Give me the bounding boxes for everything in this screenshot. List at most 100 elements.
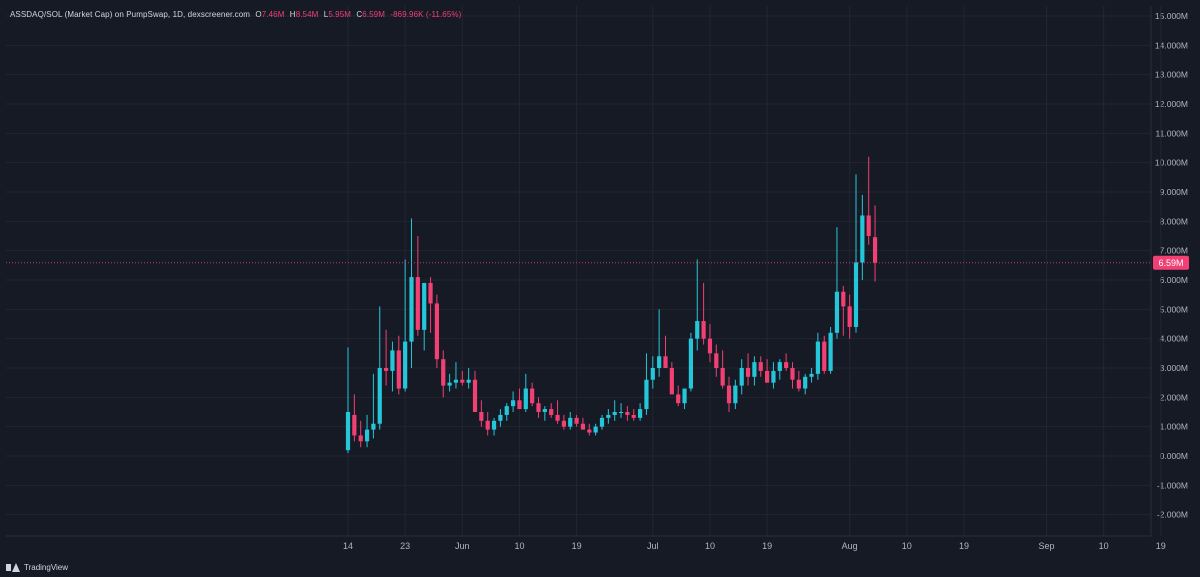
chart-legend: ASSDAQ/SOL (Market Cap) on PumpSwap, 1D,… <box>10 10 464 19</box>
candle-body-down <box>841 291 846 307</box>
x-tick-label: 10 <box>705 541 715 551</box>
candle-body-up <box>682 388 687 404</box>
change-value: -869.96K (-11.65%) <box>390 10 462 19</box>
candle-body-down <box>847 306 852 327</box>
tradingview-logo-icon <box>6 563 20 572</box>
candle-body-up <box>803 376 808 389</box>
candle-body-down <box>460 379 465 383</box>
candle-body-down <box>472 379 478 412</box>
candle-body-up <box>638 409 643 418</box>
candle-body-down <box>384 368 389 371</box>
candle-body-up <box>390 350 395 371</box>
candle-body-up <box>771 370 776 383</box>
candle-body-up <box>618 412 624 413</box>
candle-body-up <box>498 414 503 421</box>
candle-body-down <box>745 368 751 377</box>
close-value: 6.59M <box>362 10 385 19</box>
candle-body-down <box>663 356 668 368</box>
x-tick-label: 10 <box>902 541 912 551</box>
tradingview-brand-label: TradingView <box>24 563 69 572</box>
y-tick-label: 1.000M <box>1160 422 1188 432</box>
candle-body-down <box>396 350 401 389</box>
candle-body-down <box>822 341 827 371</box>
candle-body-up <box>777 362 782 371</box>
y-tick-label: 9.000M <box>1160 187 1188 197</box>
plot-area[interactable] <box>6 6 1151 536</box>
candle-body-up <box>599 417 605 427</box>
candle-body-up <box>377 368 382 424</box>
candle-body-down <box>784 362 789 368</box>
candle-body-down <box>479 412 484 421</box>
y-tick-label: 0.000M <box>1160 451 1188 461</box>
candle-body-up <box>523 388 528 410</box>
candle-body-up <box>364 429 370 442</box>
candle-body-down <box>676 394 681 404</box>
candle-body-up <box>606 414 611 418</box>
candle-body-down <box>428 282 433 304</box>
candle-body-down <box>701 321 706 339</box>
candle-body-up <box>752 362 757 377</box>
y-tick-label: 14.000M <box>1155 40 1188 50</box>
x-tick-label: 23 <box>400 541 410 551</box>
candle-body-up <box>504 406 509 415</box>
x-tick-label: 10 <box>1099 541 1109 551</box>
candle-body-down <box>434 303 439 360</box>
candle-body-down <box>631 414 636 418</box>
high-value: 8.54M <box>295 10 319 19</box>
candle-body-down <box>866 215 871 236</box>
last-price-badge <box>1153 255 1189 270</box>
x-tick-label: 19 <box>762 541 772 551</box>
candle-body-up <box>860 215 865 263</box>
candle-body-up <box>733 385 738 404</box>
candle-body-up <box>422 282 427 330</box>
x-tick-label: Aug <box>842 541 858 551</box>
x-tick-label: 19 <box>572 541 582 551</box>
candle-body-up <box>568 417 573 427</box>
candle-body-down <box>352 414 357 436</box>
candle-body-down <box>530 388 535 404</box>
candle-body-down <box>625 412 630 415</box>
candle-body-down <box>720 368 725 386</box>
y-tick-label: 8.000M <box>1160 216 1188 226</box>
candle-body-up <box>593 426 598 433</box>
y-tick-label: 15.000M <box>1155 11 1188 21</box>
candle-body-up <box>403 341 408 389</box>
candle-body-up <box>695 321 700 339</box>
candle-body-up <box>688 338 693 389</box>
candle-body-up <box>650 368 655 380</box>
y-tick-label: 13.000M <box>1155 70 1188 80</box>
open-value: 7.46M <box>261 10 285 19</box>
low-label: L <box>323 10 329 19</box>
candle-body-down <box>549 409 554 415</box>
high-label: H <box>289 10 296 19</box>
y-tick-label: 4.000M <box>1160 334 1188 344</box>
x-tick-label: 14 <box>343 541 353 551</box>
y-tick-label: 10.000M <box>1155 158 1188 168</box>
y-tick-label: 2.000M <box>1160 392 1188 402</box>
candle-body-up <box>542 409 547 412</box>
open-label: O <box>255 10 262 19</box>
candle-body-up <box>466 379 471 383</box>
y-tick-label: 12.000M <box>1155 99 1188 109</box>
candle-body-up <box>345 412 351 451</box>
y-tick-label: 3.000M <box>1160 363 1188 373</box>
y-tick-label: 6.000M <box>1160 275 1188 285</box>
x-tick-label: Jun <box>455 541 470 551</box>
candle-body-down <box>555 414 560 421</box>
candle-body-up <box>453 379 459 383</box>
candle-body-down <box>441 359 446 386</box>
tradingview-attribution[interactable]: TradingView <box>6 558 68 577</box>
candle-body-up <box>644 379 649 410</box>
candle-body-down <box>415 277 420 330</box>
candle-body-up <box>853 262 859 327</box>
candle-body-down <box>580 423 586 430</box>
candle-body-down <box>517 400 522 410</box>
candle-body-up <box>834 291 840 333</box>
candle-body-up <box>612 412 617 415</box>
candle-body-down <box>796 379 801 389</box>
candle-body-up <box>739 368 744 386</box>
candle-body-down <box>714 353 719 368</box>
candle-body-up <box>511 400 516 407</box>
